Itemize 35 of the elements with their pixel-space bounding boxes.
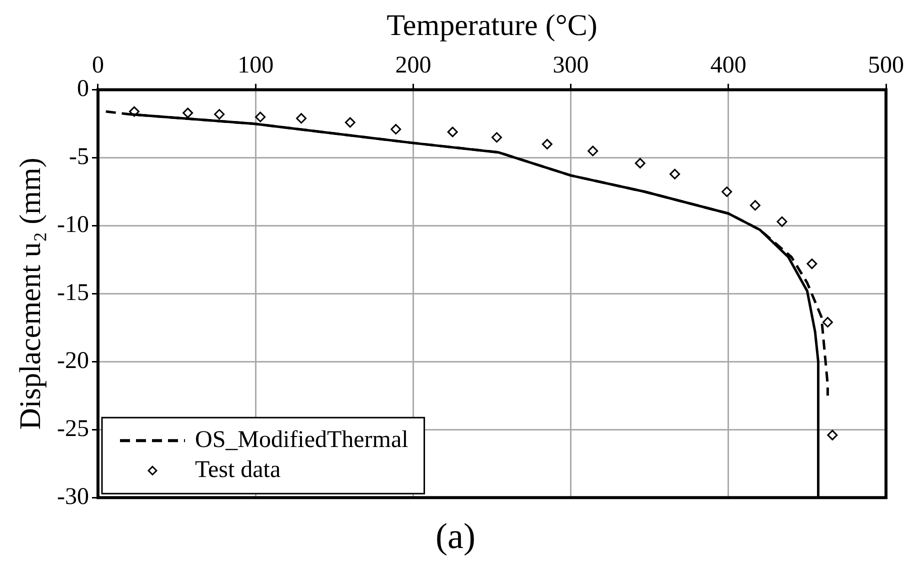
x-tick-label: 100 [238,52,274,79]
x-tick-label: 300 [552,52,589,79]
point [588,146,598,156]
legend-label: OS_ModifiedThermal [194,426,409,453]
x-tick-label: 500 [868,52,904,79]
point [776,216,788,227]
point [542,138,552,150]
point [447,126,458,138]
point [344,117,356,128]
point [822,316,833,328]
point [390,124,402,134]
point [255,112,266,122]
point [750,200,760,211]
y-tick-label: 0 [76,76,89,102]
point [634,158,646,168]
x-tick-label: 400 [710,52,746,79]
point [296,113,307,124]
point [214,109,225,120]
legend-label: Test data [194,456,281,483]
x-tick-label: 200 [395,52,432,79]
point [806,258,818,270]
point [827,430,838,440]
x-axis-title: Temperature (°C) [386,8,598,42]
point [182,108,194,118]
text: (a) [434,515,476,557]
y-tick-label: -30 [56,484,89,510]
y-tick-label: -15 [56,280,89,306]
point [722,186,732,197]
point [491,132,502,143]
y-axis-title: Displacement u₂ (mm) [14,158,47,430]
y-tick-label: -10 [56,212,89,238]
y-tick-label: -5 [68,144,89,170]
point [670,168,680,180]
y-tick-label: -20 [56,348,89,374]
y-tick-label: -25 [56,416,89,442]
